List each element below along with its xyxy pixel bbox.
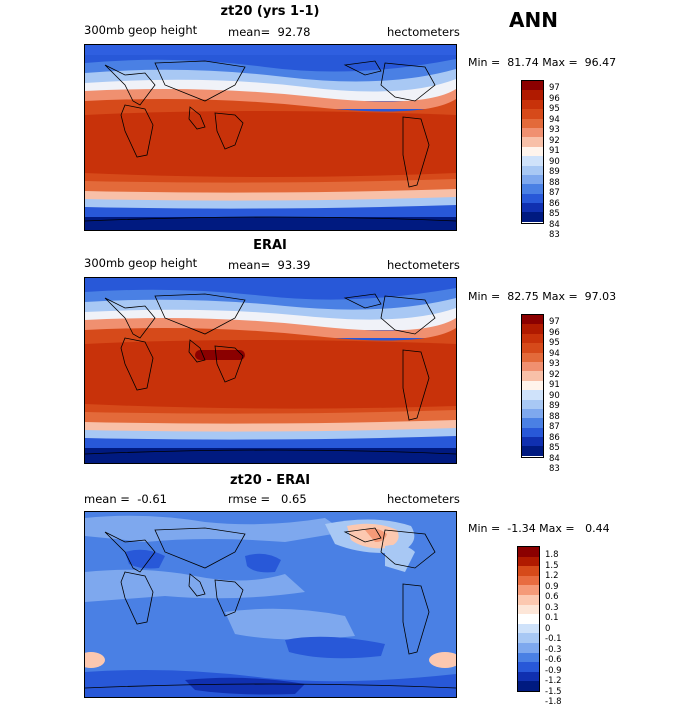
panel2-map: [84, 277, 457, 464]
tick-label: 88: [549, 177, 560, 188]
tick-label: 85: [549, 443, 560, 453]
panel2-minmax: Min = 82.75 Max = 97.03: [468, 290, 617, 303]
tick-label: 87: [549, 188, 560, 198]
tick-label: 93: [549, 125, 560, 135]
tick-label: 97: [549, 83, 560, 93]
tick-label: 92: [549, 369, 560, 380]
panel2-left-label: 300mb geop height: [84, 256, 198, 270]
tick-label: 97: [549, 317, 560, 327]
tick-label: -0.6: [545, 655, 562, 665]
tick-label: 93: [549, 359, 560, 369]
tick-label: 85: [549, 209, 560, 219]
panel1-left-label: 300mb geop height: [84, 23, 198, 37]
tick-label: 0.1: [545, 613, 559, 623]
tick-label: 91: [549, 380, 560, 390]
tick-label: -0.9: [545, 665, 562, 676]
season-label: ANN: [509, 8, 558, 32]
panel3-minmax: Min = -1.34 Max = 0.44: [468, 522, 610, 535]
tick-label: -1.2: [545, 676, 562, 686]
panel3-rmse-label: rmse = 0.65: [228, 492, 307, 506]
panel3-colorbar: [517, 546, 540, 692]
panel2-colorbar: [521, 314, 544, 458]
tick-label: 84: [549, 219, 560, 230]
panel1-map: [84, 44, 457, 231]
tick-label: -1.8: [545, 697, 562, 707]
panel1-minmax: Min = 81.74 Max = 96.47: [468, 56, 617, 69]
tick-label: 86: [549, 198, 560, 209]
tick-label: 89: [549, 167, 560, 177]
tick-label: 96: [549, 327, 560, 338]
tick-label: -0.3: [545, 644, 562, 655]
panel1-colorbar-ticks: 97 96 95 94 93 92 91 90 89 88 87 86 85 8…: [549, 83, 560, 241]
tick-label: 88: [549, 411, 560, 422]
panel1-title: zt20 (yrs 1-1): [220, 4, 320, 19]
panel3-units-label: hectometers: [387, 492, 460, 506]
panel1-units-label: hectometers: [387, 25, 460, 39]
panel1-mean-label: mean= 92.78: [228, 25, 311, 39]
tick-label: 0.6: [545, 592, 559, 602]
panel3-colorbar-ticks: 1.8 1.5 1.2 0.9 0.6 0.3 0.1 0 -0.1 -0.3 …: [545, 550, 562, 708]
tick-label: 96: [549, 93, 560, 104]
panel3-map: [84, 511, 457, 698]
tick-label: -1.5: [545, 686, 562, 697]
tick-label: -0.1: [545, 634, 562, 644]
tick-label: 83: [549, 464, 560, 474]
panel2-units-label: hectometers: [387, 258, 460, 272]
tick-label: 89: [549, 401, 560, 411]
tick-label: 90: [549, 156, 560, 167]
tick-label: 90: [549, 390, 560, 401]
tick-label: 0.9: [545, 581, 559, 592]
panel2-colorbar-ticks: 97 96 95 94 93 92 91 90 89 88 87 86 85 8…: [549, 317, 560, 475]
tick-label: 86: [549, 432, 560, 443]
panel3-mean-label: mean = -0.61: [84, 492, 167, 506]
panel2-title: ERAI: [253, 238, 287, 253]
tick-label: 1.8: [545, 550, 559, 560]
tick-label: 83: [549, 230, 560, 240]
panel2-mean-label: mean= 93.39: [228, 258, 311, 272]
tick-label: 94: [549, 114, 560, 125]
tick-label: 0.3: [545, 602, 559, 613]
tick-label: 92: [549, 135, 560, 146]
tick-label: 0: [545, 623, 551, 634]
tick-label: 1.5: [545, 560, 559, 571]
tick-label: 95: [549, 104, 560, 114]
tick-label: 95: [549, 338, 560, 348]
tick-label: 94: [549, 348, 560, 359]
tick-label: 1.2: [545, 571, 559, 581]
tick-label: 91: [549, 146, 560, 156]
tick-label: 84: [549, 453, 560, 464]
panel1-colorbar: [521, 80, 544, 224]
panel3-title: zt20 - ERAI: [229, 473, 311, 488]
tick-label: 87: [549, 422, 560, 432]
